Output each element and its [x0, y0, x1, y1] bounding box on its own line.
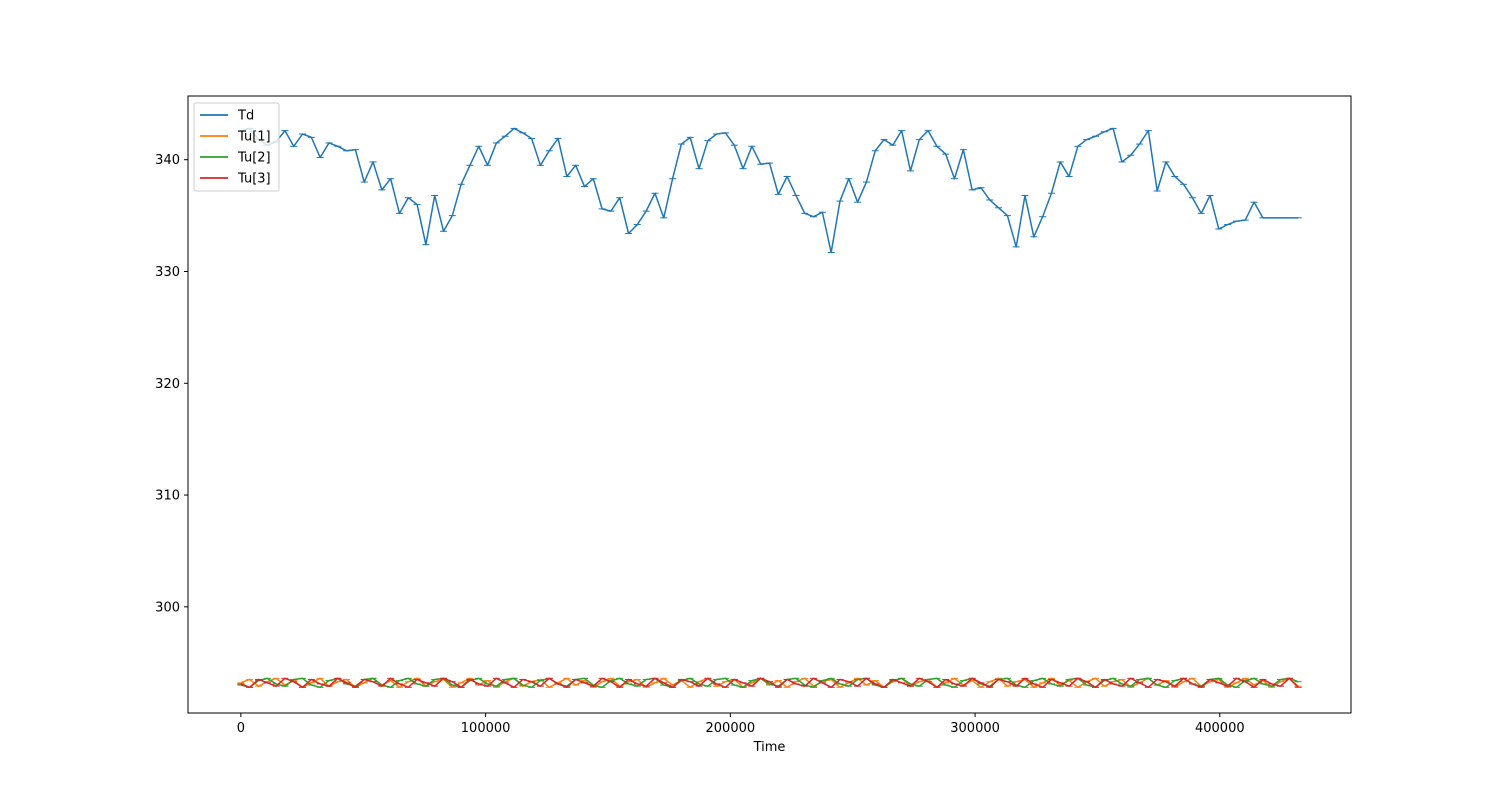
y-axis: 300 310 320 330 340 — [155, 153, 188, 615]
plot-area — [187, 95, 1352, 714]
axes-frame — [187, 95, 1352, 714]
y-tick-label: 340 — [155, 153, 180, 168]
legend-items: Td Tu[1] Tu[2] Tu[3] — [200, 109, 271, 187]
series-tu-3 — [237, 677, 1302, 689]
x-axis: 0 100000 200000 300000 400000 — [237, 713, 1245, 736]
y-tick-label: 300 — [155, 600, 180, 615]
x-tick-label: 200000 — [706, 721, 756, 736]
legend-frame — [193, 102, 280, 192]
y-tick-label: 330 — [155, 265, 180, 280]
legend: Td Tu[1] Tu[2] Tu[3] — [193, 102, 280, 192]
legend-label-tu-1: Tu[1] — [237, 130, 271, 145]
x-tick-label: 400000 — [1195, 721, 1245, 736]
x-tick-label: 0 — [237, 721, 245, 736]
x-tick-label: 100000 — [461, 721, 511, 736]
series-tu-1 — [237, 677, 1302, 689]
x-axis-label: Time — [753, 740, 786, 755]
legend-label-td: Td — [237, 109, 254, 124]
x-tick-label: 300000 — [950, 721, 1000, 736]
series-layer — [237, 127, 1302, 689]
series-td — [237, 127, 1302, 254]
plot-background — [188, 96, 1351, 713]
y-tick-label: 310 — [155, 489, 180, 504]
legend-label-tu-3: Tu[3] — [237, 172, 271, 187]
y-tick-label: 320 — [155, 377, 180, 392]
legend-label-tu-2: Tu[2] — [237, 151, 271, 166]
